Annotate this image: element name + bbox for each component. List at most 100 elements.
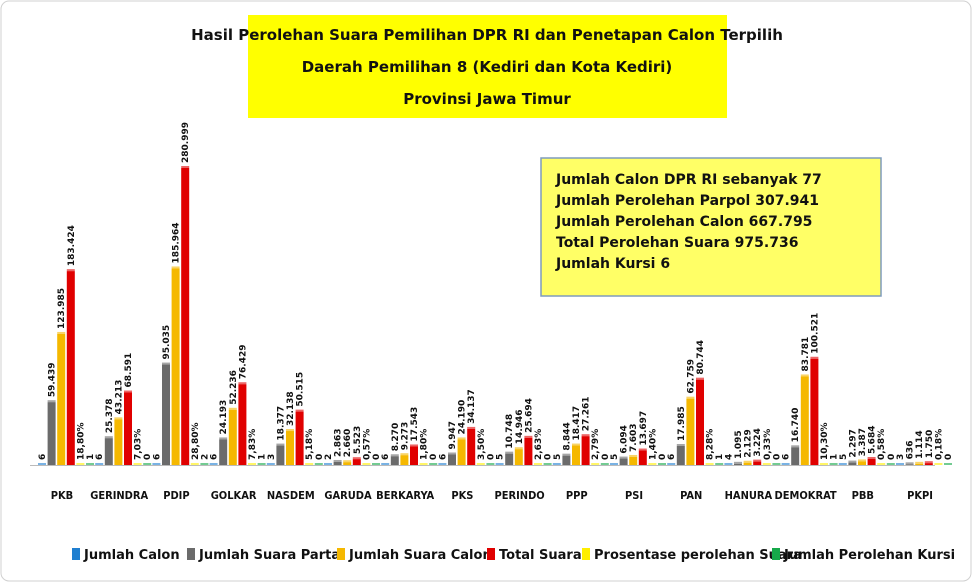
bar: [744, 463, 752, 465]
bar-top: [381, 463, 389, 465]
value-label: 636: [906, 441, 916, 460]
bar-top: [810, 357, 818, 359]
value-label: 18.417: [572, 406, 582, 441]
value-label: 80.744: [696, 340, 706, 375]
value-label: 34.137: [467, 389, 477, 424]
value-label: 3.387: [858, 428, 868, 456]
bar-top: [86, 463, 94, 465]
value-label: 6: [38, 454, 48, 460]
bar: [696, 380, 704, 465]
bar-top: [906, 462, 914, 464]
bar-top: [915, 462, 923, 464]
legend-swatch: [187, 548, 195, 560]
bar-top: [343, 460, 351, 462]
bar-top: [582, 434, 590, 436]
value-label: 9.947: [448, 421, 458, 449]
bar: [801, 376, 809, 465]
x-tick-label: PERINDO: [494, 489, 544, 502]
value-label: 43.213: [114, 380, 124, 415]
bar: [620, 459, 628, 465]
value-label: 5.523: [353, 426, 363, 454]
value-label: 27.261: [582, 396, 592, 431]
bar: [524, 438, 532, 465]
annotation: Jumlah Calon DPR RI sebanyak 77: [555, 172, 822, 188]
value-label: 2.863: [334, 429, 344, 457]
bar: [410, 446, 418, 465]
bar-top: [152, 463, 160, 465]
legend-swatch: [72, 548, 80, 560]
bar-top: [610, 463, 618, 465]
value-label: 59.439: [48, 362, 58, 397]
bar-top: [944, 463, 952, 465]
bar: [686, 399, 694, 465]
bar-top: [296, 410, 304, 412]
value-label: 6.094: [620, 425, 630, 453]
bar: [334, 462, 342, 465]
value-label: 123.985: [57, 288, 67, 329]
value-label: 100.521: [810, 313, 820, 354]
bar: [753, 462, 761, 465]
x-tick-label: DEMOKRAT: [775, 489, 837, 502]
bar: [57, 334, 65, 465]
bar-top: [524, 436, 532, 438]
bar-top: [305, 463, 313, 465]
bar-top: [686, 397, 694, 399]
value-label: 24.190: [458, 400, 468, 435]
bar: [868, 459, 876, 465]
bar-top: [57, 332, 65, 334]
bar: [48, 402, 56, 465]
bar-top: [438, 463, 446, 465]
value-label: 1.114: [915, 430, 925, 458]
value-label: 5: [610, 454, 620, 460]
value-label: 25.694: [524, 398, 534, 433]
value-label: 6: [210, 454, 220, 460]
value-label: 52.236: [229, 370, 239, 405]
value-label: 17.985: [677, 406, 687, 441]
bar: [677, 446, 685, 465]
value-label: 185.964: [172, 222, 182, 263]
bar: [515, 449, 523, 465]
value-label: 2,79%: [591, 429, 601, 460]
bar: [639, 451, 647, 465]
value-label: 183.424: [67, 225, 77, 266]
annotation: Jumlah Perolehan Calon 667.795: [555, 214, 812, 230]
bar-top: [706, 463, 714, 465]
bar-top: [67, 269, 75, 271]
x-tick-label: GERINDRA: [90, 489, 148, 502]
bar-top: [515, 447, 523, 449]
x-tick-label: PSI: [625, 489, 643, 502]
bar-top: [505, 452, 513, 454]
x-tick-label: GARUDA: [324, 489, 372, 502]
annotation: Jumlah Perolehan Parpol 307.941: [555, 193, 819, 209]
value-label: 62.759: [686, 359, 696, 394]
value-label: 7.603: [629, 423, 639, 451]
bar-top: [429, 463, 437, 465]
bar-top: [48, 400, 56, 402]
bar-top: [858, 459, 866, 461]
value-label: 280.999: [181, 122, 191, 163]
bar: [286, 431, 294, 465]
bar: [105, 438, 113, 465]
value-label: 6: [438, 454, 448, 460]
value-label: 3: [896, 454, 906, 460]
bar-top: [486, 463, 494, 465]
value-label: 6: [667, 454, 677, 460]
bar-top: [801, 374, 809, 376]
value-label: 3,50%: [477, 429, 487, 460]
bar-top: [391, 454, 399, 456]
x-tick-label: PKPI: [907, 489, 933, 502]
bar-top: [200, 463, 208, 465]
value-label: 8,28%: [706, 429, 716, 460]
legend-label: Prosentase perolehan Suara: [594, 548, 802, 563]
bar-top: [258, 463, 266, 465]
bar-top: [572, 444, 580, 446]
value-label: 5: [496, 454, 506, 460]
bar-top: [877, 463, 885, 465]
bar-top: [848, 461, 856, 463]
value-label: 6: [152, 454, 162, 460]
bar-top: [467, 427, 475, 429]
bar-top: [315, 463, 323, 465]
value-label: 3: [267, 454, 277, 460]
bar-top: [791, 445, 799, 447]
